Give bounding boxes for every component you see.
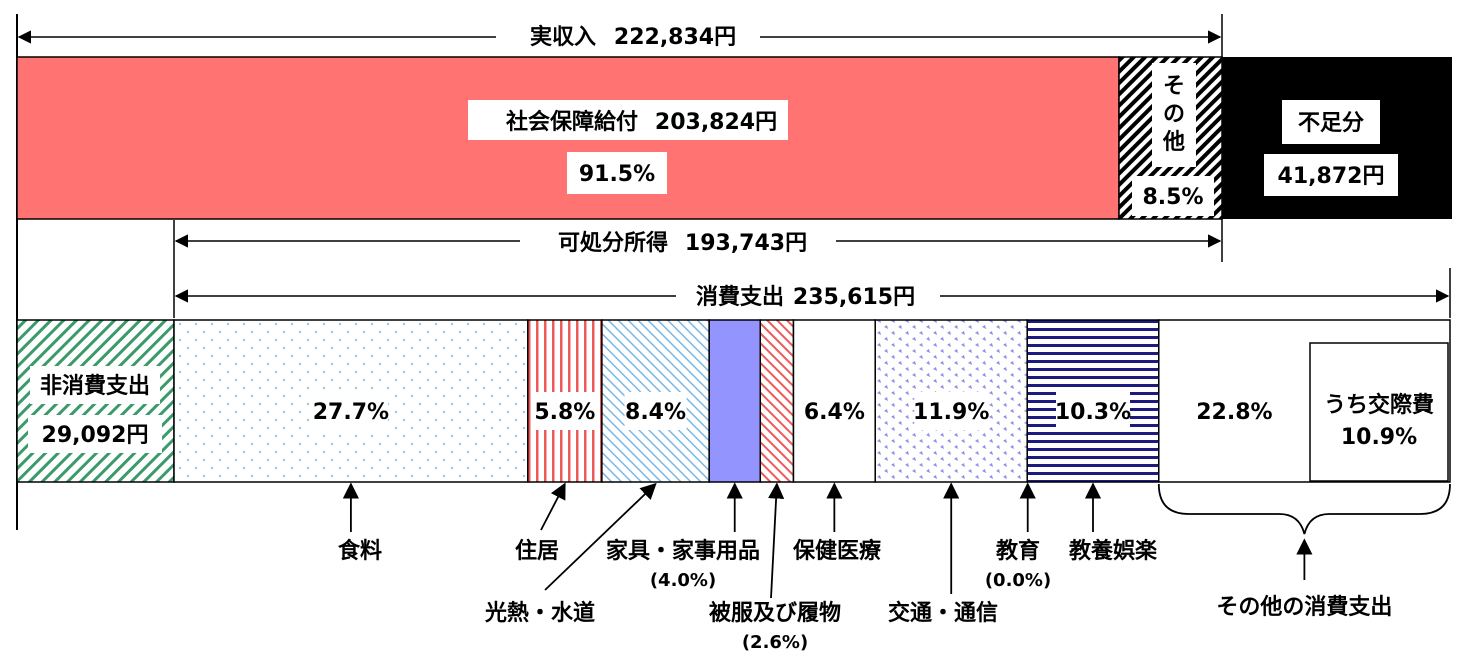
category-percent-note-3: (4.0%): [650, 570, 716, 591]
bar-percent-5: 6.4%: [804, 400, 865, 425]
category-name-7: 教育: [996, 538, 1040, 564]
category-name-3: 家具・家事用品: [606, 538, 760, 564]
bar-5: [792, 319, 876, 483]
category-name-4: 被服及び履物: [709, 600, 841, 626]
shortfall-value: 41,872円: [1278, 164, 1385, 189]
bar-label-box-1: [533, 392, 596, 430]
bar-percent-1: 5.8%: [534, 400, 595, 425]
bar-percent-0: 27.7%: [313, 400, 389, 425]
bar-4: [759, 319, 795, 483]
income-total-label: 実収入: [530, 24, 596, 50]
entertainment-expense-percent: 10.9%: [1341, 425, 1417, 450]
other-income-percent: 8.5%: [1142, 185, 1203, 210]
disposable-label: 可処分所得: [558, 230, 668, 256]
bar-3: [708, 319, 762, 483]
bar-label-box-6: [914, 392, 989, 430]
annotation-arrow-2: [544, 482, 657, 591]
other-consumption-brace: [1157, 483, 1451, 535]
category-name-9: その他の消費支出: [1216, 595, 1392, 620]
bar-label-box-0: [313, 392, 388, 430]
disposable-value: 193,743円: [685, 231, 807, 256]
category-name-6: 交通・通信: [888, 600, 998, 626]
entertainment-expense-box: [1309, 342, 1449, 482]
annotation-arrow-4: [768, 482, 785, 599]
shortfall-label-box: [1282, 100, 1380, 144]
bar-percent-9: 22.8%: [1196, 400, 1272, 425]
non-consumption-label-box: [30, 366, 160, 404]
non-consumption-value: 29,092円: [42, 423, 149, 448]
category-name-8: 教養娯楽: [1069, 538, 1158, 564]
income-total-value: 222,834円: [614, 25, 736, 50]
bar-label-box-2: [624, 392, 687, 430]
social-security-amount: 203,824円: [655, 110, 777, 135]
social-security-name: 社会保障給付: [506, 109, 638, 135]
social-security-percent-box: [567, 152, 667, 194]
other-income-percent-box: [1132, 176, 1214, 216]
category-percent-note-7: (0.0%): [985, 570, 1051, 591]
other-income-label-box: [1152, 63, 1196, 167]
category-name-1: 住居: [515, 538, 559, 564]
other-income-name: その他: [1162, 74, 1185, 155]
expenditure-value: 235,615円: [793, 285, 915, 310]
expenditure-category-labels: 27.7% 5.8% 8.4% 6.4% 11.9% 10.3% 22.8% 食料 住居光熱・水…: [313, 392, 1451, 653]
category-name-2: 光熱・水道: [484, 600, 595, 626]
bar-percent-8: 10.3%: [1055, 400, 1131, 425]
annotation-arrow-1: [540, 482, 566, 531]
category-percent-note-4: (2.6%): [742, 632, 808, 653]
social-security-percent: 91.5%: [579, 162, 655, 187]
shortfall-value-box: [1264, 154, 1398, 196]
category-name-5: 保健医療: [792, 538, 881, 564]
bar-label-box-8: [1056, 392, 1131, 430]
non-consumption-value-box: [28, 415, 162, 453]
non-consumption-label: 非消費支出: [40, 374, 150, 399]
shortfall-label: 不足分: [1298, 111, 1364, 136]
social-security-label-box: [468, 100, 788, 140]
category-name-0: 食料: [338, 538, 382, 564]
entertainment-expense-label: うち交際費: [1324, 392, 1434, 418]
bar-percent-2: 8.4%: [625, 400, 686, 425]
bar-percent-6: 11.9%: [913, 400, 989, 425]
expenditure-label: 消費支出: [696, 285, 784, 310]
